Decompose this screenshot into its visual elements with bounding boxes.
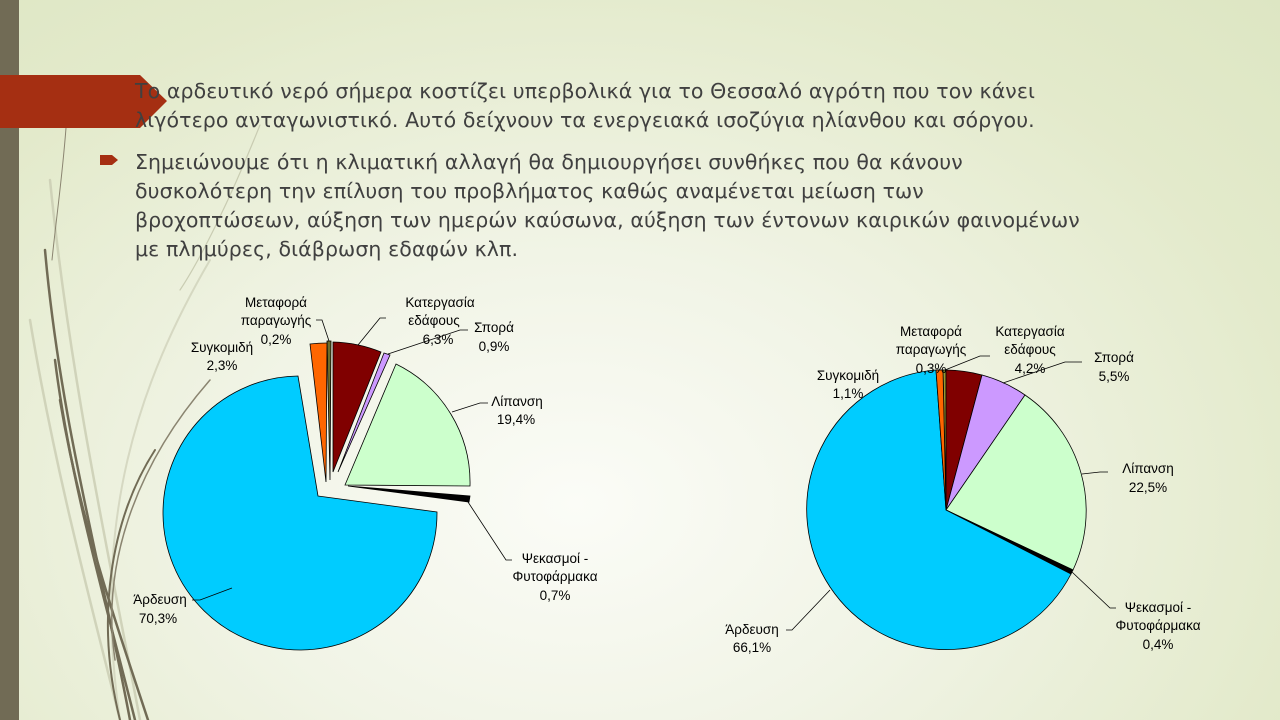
svg-text:0,2%: 0,2% [261,332,292,347]
svg-text:εδάφους: εδάφους [408,313,460,328]
left-accent-bar [0,0,19,720]
label-metafora: Μεταφορά [900,324,962,339]
title-arrow-shape [0,75,167,128]
svg-text:Φυτοφάρμακα: Φυτοφάρμακα [512,569,597,584]
paragraph-1: Το αρδευτικό νερό σήμερα κοστίζει υπερβο… [135,79,1036,132]
svg-text:εδάφους: εδάφους [1004,342,1056,357]
left-pie-leader-lines [192,317,512,601]
label-lipansi: Λίπανση [491,394,543,409]
svg-text:6,3%: 6,3% [423,332,454,347]
slice-psekasmoi [347,485,471,503]
label-katergasia: Κατεργασία [405,295,475,310]
svg-text:22,5%: 22,5% [1129,480,1167,495]
right-pie-chart [806,369,1087,650]
right-pie-leader-lines [786,355,1116,631]
label-sygkomidi: Συγκομιδή [817,368,879,383]
slice-ardeusi [806,369,1072,650]
svg-text:4,2%: 4,2% [1015,361,1046,376]
bullet-arrow-icon [100,155,118,165]
slice-ardeusi [162,375,438,651]
svg-text:1,1%: 1,1% [833,386,864,401]
paragraph-2: Σημειώνουμε ότι η κλιματική αλλαγή θα δη… [135,150,1080,261]
label-lipansi: Λίπανση [1122,461,1174,476]
left-pie-labels: Μεταφορά παραγωγής 0,2% Κατεργασία εδάφο… [133,295,597,626]
slice-metafora [326,340,332,481]
svg-text:παραγωγής: παραγωγής [241,313,312,328]
svg-text:0,9%: 0,9% [479,339,510,354]
label-ardeusi: Άρδευση [133,592,186,607]
slice-spora [337,352,391,473]
label-spora: Σπορά [474,320,514,335]
label-ardeusi: Άρδευση [725,622,778,637]
svg-text:παραγωγής: παραγωγής [896,342,967,357]
svg-text:Φυτοφάρμακα: Φυτοφάρμακα [1115,618,1200,633]
svg-text:0,4%: 0,4% [1143,637,1174,652]
label-spora: Σπορά [1094,350,1134,365]
svg-text:5,5%: 5,5% [1099,369,1130,384]
svg-text:0,7%: 0,7% [540,588,571,603]
slice-sygkomidi [935,369,947,511]
label-metafora: Μεταφορά [245,295,307,310]
label-katergasia: Κατεργασία [995,324,1065,339]
svg-text:19,4%: 19,4% [497,412,535,427]
svg-text:0,3%: 0,3% [916,361,947,376]
slice-katergasia [332,341,382,473]
slice-sygkomidi [309,342,328,483]
svg-text:66,1%: 66,1% [733,640,771,655]
label-psekasmoi: Ψεκασμοί - [522,551,589,566]
label-sygkomidi: Συγκομιδή [191,340,253,355]
svg-text:70,3%: 70,3% [139,611,177,626]
right-pie-labels: Μεταφορά παραγωγής 0,3% Κατεργασία εδάφο… [725,324,1200,655]
label-psekasmoi: Ψεκασμοί - [1125,600,1192,615]
left-pie-chart [162,340,471,651]
svg-text:2,3%: 2,3% [207,358,238,373]
slice-lipansi [344,363,471,487]
